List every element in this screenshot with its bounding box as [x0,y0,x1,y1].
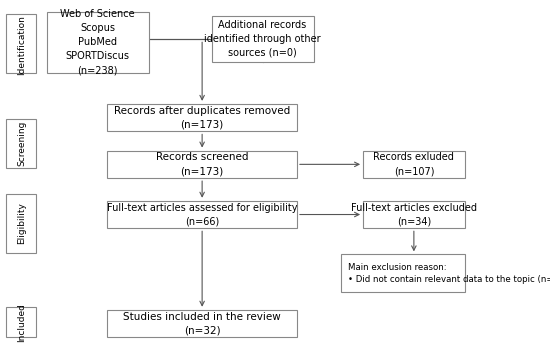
FancyBboxPatch shape [107,104,297,131]
FancyBboxPatch shape [341,254,465,292]
FancyBboxPatch shape [107,151,297,178]
Text: Records after duplicates removed
(n=173): Records after duplicates removed (n=173) [114,106,290,130]
FancyBboxPatch shape [6,194,36,253]
Text: Additional records
identified through other
sources (n=0): Additional records identified through ot… [204,20,321,58]
Text: Studies included in the review
(n=32): Studies included in the review (n=32) [123,311,281,336]
Text: Records screened
(n=173): Records screened (n=173) [156,152,249,176]
Text: Included: Included [18,303,26,342]
Text: Identification: Identification [18,15,26,75]
Text: Main exclusion reason:
• Did not contain relevant data to the topic (n=34): Main exclusion reason: • Did not contain… [348,263,550,284]
FancyBboxPatch shape [363,151,465,178]
FancyBboxPatch shape [47,12,148,73]
FancyBboxPatch shape [107,201,297,228]
FancyBboxPatch shape [6,307,36,337]
Text: Full-text articles assessed for eligibility
(n=66): Full-text articles assessed for eligibil… [107,202,298,227]
FancyBboxPatch shape [6,119,36,168]
FancyBboxPatch shape [6,14,36,73]
Text: Screening: Screening [18,121,26,166]
FancyBboxPatch shape [212,16,314,62]
FancyBboxPatch shape [363,201,465,228]
Text: Records exluded
(n=107): Records exluded (n=107) [373,152,454,176]
Text: Full-text articles excluded
(n=34): Full-text articles excluded (n=34) [351,202,477,227]
Text: Web of Science
Scopus
PubMed
SPORTDiscus
(n=238): Web of Science Scopus PubMed SPORTDiscus… [60,9,135,75]
Text: Eligibility: Eligibility [18,202,26,244]
FancyBboxPatch shape [107,310,297,337]
